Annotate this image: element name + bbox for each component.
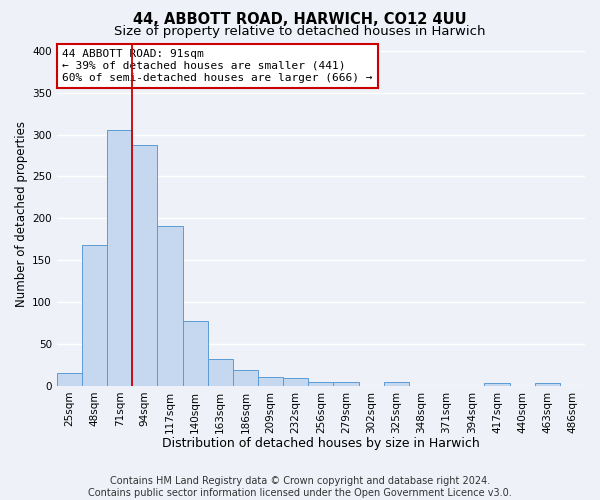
Bar — [233, 370, 258, 386]
Bar — [57, 374, 82, 386]
Bar — [484, 384, 509, 386]
Text: Size of property relative to detached houses in Harwich: Size of property relative to detached ho… — [114, 25, 486, 38]
Bar — [132, 144, 157, 386]
Bar — [107, 130, 132, 386]
Bar — [384, 382, 409, 386]
X-axis label: Distribution of detached houses by size in Harwich: Distribution of detached houses by size … — [162, 437, 480, 450]
Bar — [535, 384, 560, 386]
Bar — [258, 378, 283, 386]
Bar — [308, 382, 334, 386]
Bar — [182, 322, 208, 386]
Text: 44 ABBOTT ROAD: 91sqm
← 39% of detached houses are smaller (441)
60% of semi-det: 44 ABBOTT ROAD: 91sqm ← 39% of detached … — [62, 50, 373, 82]
Bar — [82, 245, 107, 386]
Bar — [208, 359, 233, 386]
Bar — [334, 382, 359, 386]
Bar — [157, 226, 182, 386]
Bar — [283, 378, 308, 386]
Text: Contains HM Land Registry data © Crown copyright and database right 2024.
Contai: Contains HM Land Registry data © Crown c… — [88, 476, 512, 498]
Text: 44, ABBOTT ROAD, HARWICH, CO12 4UU: 44, ABBOTT ROAD, HARWICH, CO12 4UU — [133, 12, 467, 28]
Y-axis label: Number of detached properties: Number of detached properties — [15, 121, 28, 307]
